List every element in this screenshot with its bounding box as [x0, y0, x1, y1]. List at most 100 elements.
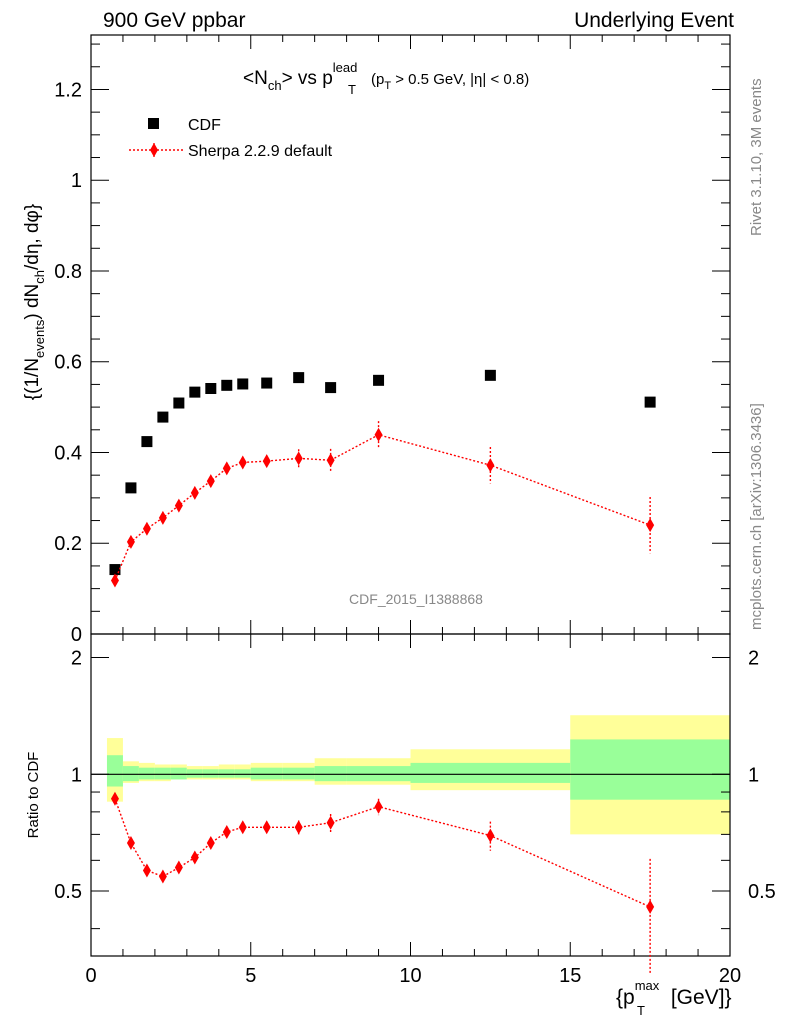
cdf-data-point: [484, 369, 496, 381]
ylabel-events-sub: events: [32, 319, 47, 358]
xlabel-t-sub: T: [637, 1003, 645, 1018]
ratio-y-tick-label-left: 2: [71, 648, 82, 670]
cdf-data-point: [261, 377, 273, 389]
legend-cdf-marker: [148, 118, 159, 129]
cdf-data-point: [325, 382, 337, 394]
sherpa-main-point: [158, 510, 167, 525]
sherpa-ratio-point: [326, 815, 335, 830]
sherpa-main-point: [374, 427, 383, 442]
ratio-y-tick-label-right: 0.5: [748, 881, 776, 903]
xlabel-a: {p: [616, 986, 635, 1009]
main-y-tick-label: 0: [71, 624, 82, 646]
ratio-band-inner: [570, 739, 730, 800]
ratio-band-inner: [314, 766, 347, 782]
rivet-version-label: Rivet 3.1.10, 3M events: [748, 78, 765, 236]
mcplots-label: mcplots.cern.ch [arXiv:1306.3436]: [748, 403, 765, 630]
sherpa-ratio-point: [486, 828, 495, 843]
chart-marks: [109, 369, 656, 975]
x-tick-label: 10: [399, 965, 421, 987]
sherpa-main-point: [222, 461, 231, 476]
title-lead-sup: lead: [333, 60, 358, 75]
sherpa-ratio-point: [158, 869, 167, 884]
sherpa-ratio-line: [114, 798, 651, 908]
ratio-band-inner: [138, 767, 155, 780]
main-y-axis-label: {(1/Nevents) dNch/dη, dφ}: [22, 204, 47, 400]
sherpa-ratio-point: [206, 836, 215, 851]
legend-cdf-label: CDF: [188, 117, 221, 134]
header-right-label: Underlying Event: [574, 9, 734, 32]
ratio-band-inner: [186, 769, 203, 778]
ratio-y-axis-label: Ratio to CDF: [25, 752, 42, 839]
ratio-band-inner: [346, 766, 411, 782]
sherpa-ratio-point: [126, 836, 135, 851]
cdf-data-point: [141, 436, 153, 448]
ratio-band-inner: [410, 762, 571, 783]
cdf-data-point: [221, 379, 233, 391]
main-y-tick-label: 0.2: [54, 533, 82, 555]
main-y-tick-label: 1: [71, 170, 82, 192]
analysis-watermark: CDF_2015_I1388868: [349, 591, 483, 607]
x-tick-label: 15: [559, 965, 581, 987]
title-cuts-t-sub: T: [384, 80, 391, 92]
xlabel-b: [GeV]}: [665, 986, 732, 1009]
x-axis-label: {pmax T [GeV]}: [616, 978, 732, 1018]
title-cuts: (p: [371, 71, 384, 88]
sherpa-ratio-point: [174, 860, 183, 875]
ylabel-b: ) dN: [22, 284, 43, 320]
sherpa-main-point: [262, 454, 271, 469]
title-ch-sub: ch: [268, 78, 282, 93]
cdf-data-point: [173, 397, 185, 409]
sherpa-ratio-point: [262, 820, 271, 835]
ratio-band-inner: [218, 769, 235, 778]
main-y-tick-label: 0.4: [54, 442, 82, 464]
ratio-y-tick-label-right: 2: [748, 648, 759, 670]
sherpa-main-point: [646, 518, 655, 533]
ratio-band-inner: [154, 767, 171, 780]
ratio-y-tick-label-right: 1: [748, 764, 759, 786]
sherpa-ratio-point: [110, 791, 119, 806]
sherpa-main-point: [294, 451, 303, 466]
sherpa-main-point: [206, 474, 215, 489]
ratio-band-inner: [202, 769, 219, 778]
ratio-band-inner: [234, 769, 251, 778]
x-tick-label: 5: [245, 965, 256, 987]
sherpa-main-point: [326, 453, 335, 468]
sherpa-main-point: [142, 521, 151, 536]
ratio-band-inner: [250, 767, 283, 780]
legend: CDF Sherpa 2.2.9 default: [129, 117, 333, 160]
cdf-data-point: [125, 482, 137, 494]
sherpa-ratio-point: [646, 899, 655, 914]
ylabel-ch-sub: ch: [32, 270, 47, 284]
sherpa-main-point: [110, 573, 119, 588]
sherpa-main-point: [238, 455, 247, 470]
sherpa-main-point: [174, 498, 183, 513]
sherpa-ratio-point: [238, 820, 247, 835]
cdf-data-point: [644, 396, 656, 408]
x-tick-label: 20: [719, 965, 741, 987]
ylabel-a: {(1/N: [22, 358, 43, 400]
cdf-data-point: [189, 386, 201, 398]
main-plot-frame: [90, 34, 731, 635]
ratio-band-inner: [106, 755, 123, 787]
x-tick-label: 0: [85, 965, 96, 987]
sherpa-ratio-point: [374, 799, 383, 814]
header-left-label: 900 GeV ppbar: [103, 9, 245, 32]
title-vs: > vs p: [282, 68, 333, 89]
sherpa-ratio-point: [142, 863, 151, 878]
sherpa-main-line: [114, 434, 651, 581]
main-y-tick-label: 1.2: [54, 79, 82, 101]
sherpa-main-point: [190, 485, 199, 500]
cdf-data-point: [293, 372, 305, 384]
ratio-band-inner: [122, 766, 139, 782]
main-y-tick-label: 0.8: [54, 261, 82, 283]
cdf-data-point: [205, 383, 217, 395]
ratio-band-inner: [170, 767, 187, 780]
title-t-sub: T: [348, 82, 356, 97]
sherpa-ratio-point: [190, 850, 199, 865]
sherpa-main-point: [126, 534, 135, 549]
main-y-tick-label: 0.6: [54, 352, 82, 374]
axis-ticks: 0 5 10 15 20 0 0.2 0.4 0.6 0.8 1 1.2 0.5 0.5 1 1 2 2: [54, 35, 776, 987]
legend-sherpa-marker: [150, 143, 158, 157]
ratio-y-tick-label-left: 1: [71, 764, 82, 786]
